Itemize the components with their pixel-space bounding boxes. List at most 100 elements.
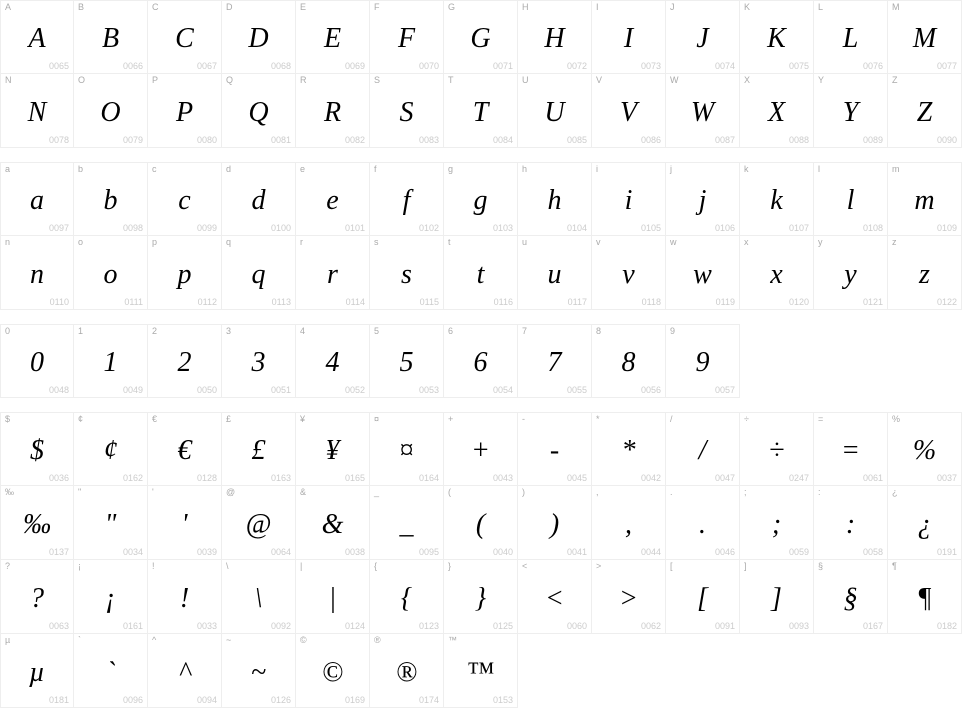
glyph-code: 0094 xyxy=(197,696,217,705)
glyph-cell: µµ0181 xyxy=(0,634,74,708)
glyph-label: } xyxy=(448,562,451,571)
glyph-label: " xyxy=(78,488,81,497)
glyph-preview: ¢ xyxy=(104,437,118,465)
glyph-preview: y xyxy=(844,261,856,289)
glyph-label: d xyxy=(226,165,231,174)
glyph-code: 0181 xyxy=(49,696,69,705)
glyph-cell: GG0071 xyxy=(444,0,518,74)
glyph-cell: ^^0094 xyxy=(148,634,222,708)
glyph-code: 0113 xyxy=(272,298,291,307)
glyph-label: ¥ xyxy=(300,415,305,424)
glyph-cell: !!0033 xyxy=(148,560,222,634)
glyph-label: ? xyxy=(5,562,10,571)
glyph-preview: ¿ xyxy=(918,511,932,539)
glyph-code: 0118 xyxy=(642,298,661,307)
glyph-code: 0115 xyxy=(420,298,439,307)
glyph-cell: ``0096 xyxy=(74,634,148,708)
glyph-preview: Z xyxy=(917,99,933,127)
glyph-label: b xyxy=(78,165,83,174)
glyph-cell: ::0058 xyxy=(814,486,888,560)
glyph-cell: }}0125 xyxy=(444,560,518,634)
glyph-code: 0092 xyxy=(271,622,291,631)
glyph-code: 0041 xyxy=(567,548,587,557)
glyph-cell: 000048 xyxy=(0,324,74,398)
glyph-preview: u xyxy=(548,261,562,289)
glyph-preview: s xyxy=(401,261,412,289)
glyph-cell: aa0097 xyxy=(0,162,74,236)
glyph-preview: F xyxy=(398,25,415,53)
glyph-row: nn0110oo0111pp0112qq0113rr0114ss0115tt01… xyxy=(0,236,970,310)
glyph-cell: bb0098 xyxy=(74,162,148,236)
glyph-cell: gg0103 xyxy=(444,162,518,236)
glyph-label: c xyxy=(152,165,157,174)
glyph-preview: < xyxy=(545,585,564,613)
glyph-label: ™ xyxy=(448,636,457,645)
glyph-label: y xyxy=(818,238,823,247)
glyph-preview: ™ xyxy=(467,659,494,687)
glyph-cell: ®®0174 xyxy=(370,634,444,708)
glyph-cell: yy0121 xyxy=(814,236,888,310)
glyph-preview: W xyxy=(691,99,714,127)
glyph-code: 0120 xyxy=(789,298,809,307)
glyph-label: + xyxy=(448,415,453,424)
glyph-code: 0109 xyxy=(937,224,957,233)
glyph-preview: S xyxy=(400,99,414,127)
glyph-preview: § xyxy=(844,585,858,613)
glyph-cell: WW0087 xyxy=(666,74,740,148)
glyph-code: 0058 xyxy=(863,548,883,557)
glyph-preview: v xyxy=(622,261,634,289)
glyph-cell: \\0092 xyxy=(222,560,296,634)
glyph-preview: _ xyxy=(400,511,414,539)
glyph-preview: j xyxy=(699,187,707,215)
glyph-preview: i xyxy=(625,187,633,215)
glyph-label: 1 xyxy=(78,327,83,336)
glyph-code: 0077 xyxy=(937,62,957,71)
glyph-code: 0091 xyxy=(715,622,735,631)
glyph-label: ` xyxy=(78,636,81,645)
glyph-cell: ]]0093 xyxy=(740,560,814,634)
glyph-label: < xyxy=(522,562,527,571)
glyph-code: 0182 xyxy=(937,622,957,631)
glyph-preview: \ xyxy=(255,585,263,613)
glyph-label: r xyxy=(300,238,303,247)
glyph-label: k xyxy=(744,165,749,174)
glyph-cell: xx0120 xyxy=(740,236,814,310)
glyph-cell: 660054 xyxy=(444,324,518,398)
glyph-preview: E xyxy=(324,25,341,53)
glyph-cell: zz0122 xyxy=(888,236,962,310)
glyph-cell: **0042 xyxy=(592,412,666,486)
glyph-code: 0165 xyxy=(345,474,365,483)
glyph-label: ¢ xyxy=(78,415,83,424)
glyph-code: 0103 xyxy=(493,224,513,233)
glyph-code: 0124 xyxy=(345,622,365,631)
glyph-preview: x xyxy=(770,261,782,289)
glyph-label: e xyxy=(300,165,305,174)
glyph-code: 0081 xyxy=(271,136,291,145)
glyph-label: ; xyxy=(744,488,747,497)
glyph-cell: OO0079 xyxy=(74,74,148,148)
glyph-code: 0107 xyxy=(789,224,809,233)
glyph-cell: ??0063 xyxy=(0,560,74,634)
glyph-label: 6 xyxy=(448,327,453,336)
glyph-code: 0090 xyxy=(937,136,957,145)
glyph-cell: HH0072 xyxy=(518,0,592,74)
glyph-code: 0104 xyxy=(567,224,587,233)
glyph-label: F xyxy=(374,3,380,12)
glyph-label: P xyxy=(152,76,158,85)
glyph-code: 0125 xyxy=(493,622,513,631)
glyph-preview: % xyxy=(913,437,936,465)
glyph-label: § xyxy=(818,562,823,571)
glyph-preview: 8 xyxy=(622,349,636,377)
glyph-cell: $$0036 xyxy=(0,412,74,486)
glyph-cell: 990057 xyxy=(666,324,740,398)
glyph-cell: ¥¥0165 xyxy=(296,412,370,486)
glyph-code: 0070 xyxy=(419,62,439,71)
glyph-code: 0088 xyxy=(789,136,809,145)
glyph-cell: pp0112 xyxy=(148,236,222,310)
glyph-label: L xyxy=(818,3,823,12)
glyph-code: 0084 xyxy=(493,136,513,145)
glyph-code: 0080 xyxy=(197,136,217,145)
glyph-code: 0106 xyxy=(715,224,735,233)
glyph-preview: ® xyxy=(396,659,417,687)
glyph-label: U xyxy=(522,76,529,85)
